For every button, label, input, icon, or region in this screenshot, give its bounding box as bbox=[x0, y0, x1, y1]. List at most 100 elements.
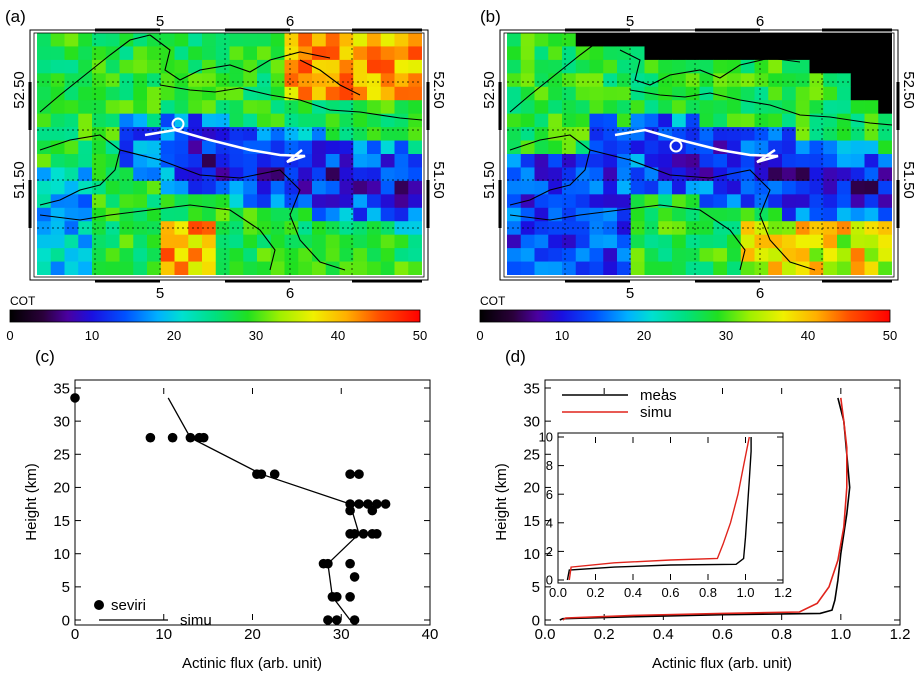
cot-cell bbox=[353, 167, 368, 182]
cot-cell bbox=[367, 59, 382, 74]
cot-cell bbox=[740, 194, 755, 209]
cot-cell bbox=[548, 248, 563, 262]
cot-cell bbox=[520, 207, 535, 222]
cot-cell bbox=[147, 73, 162, 88]
seviri-point bbox=[349, 615, 360, 625]
cot-cell bbox=[325, 46, 340, 61]
cot-cell bbox=[658, 113, 673, 128]
cot-cell bbox=[534, 194, 549, 209]
cot-cell bbox=[37, 59, 52, 74]
cot-cell bbox=[740, 207, 755, 222]
cot-cell bbox=[243, 154, 258, 168]
cot-cell bbox=[64, 33, 79, 47]
cot-cell bbox=[837, 100, 852, 115]
cot-cell bbox=[850, 167, 865, 182]
cot-cell bbox=[534, 248, 549, 262]
cot-cell bbox=[147, 221, 162, 236]
cot-cell bbox=[562, 194, 577, 209]
cot-cell bbox=[672, 59, 687, 74]
cot-cell bbox=[589, 86, 604, 101]
cot-cell bbox=[284, 113, 299, 128]
legend-c-seviri: seviri bbox=[111, 597, 146, 614]
colorbar-tick-label: 0 bbox=[6, 328, 13, 343]
cot-cell bbox=[548, 46, 563, 61]
cot-cell bbox=[768, 221, 783, 236]
cot-cell bbox=[298, 59, 313, 74]
cot-cell bbox=[630, 261, 645, 275]
cot-cell bbox=[795, 207, 810, 222]
cot-cell bbox=[408, 73, 422, 88]
cot-cell bbox=[782, 73, 797, 88]
cot-cell bbox=[534, 59, 549, 74]
cot-cell bbox=[408, 248, 422, 262]
cot-cell bbox=[823, 221, 838, 236]
cot-cell bbox=[408, 154, 422, 168]
plot-d-frame bbox=[544, 379, 901, 626]
cot-cell bbox=[727, 59, 742, 74]
cot-cell bbox=[809, 221, 824, 236]
cot-cell bbox=[92, 207, 107, 222]
cot-cell bbox=[105, 234, 120, 249]
cot-cell bbox=[603, 46, 618, 61]
cot-cell bbox=[795, 194, 810, 209]
cot-cell bbox=[562, 180, 577, 195]
cot-cell bbox=[740, 127, 755, 141]
cot-cell bbox=[284, 261, 299, 275]
cot-cell bbox=[133, 127, 148, 141]
cot-cell bbox=[339, 180, 354, 195]
cot-cell bbox=[644, 113, 659, 128]
cot-cell bbox=[672, 248, 687, 262]
cot-cell bbox=[339, 221, 354, 236]
seviri-point bbox=[323, 615, 333, 625]
cot-cell bbox=[78, 221, 93, 236]
cot-cell bbox=[507, 59, 522, 74]
cot-cell bbox=[562, 127, 577, 141]
cot-cell bbox=[298, 234, 313, 249]
cot-cell bbox=[325, 86, 340, 101]
cot-cell bbox=[353, 234, 368, 249]
cot-cell bbox=[37, 46, 52, 61]
cot-cell bbox=[243, 140, 258, 155]
cot-cell bbox=[727, 207, 742, 222]
cot-cell bbox=[64, 46, 79, 61]
cot-cell bbox=[147, 46, 162, 61]
cot-cell bbox=[92, 73, 107, 88]
cot-cell bbox=[367, 33, 382, 47]
cot-cell bbox=[257, 234, 272, 249]
cot-cell bbox=[754, 234, 769, 249]
cot-cell bbox=[575, 261, 590, 275]
cot-cell bbox=[367, 100, 382, 115]
cot-cell bbox=[589, 221, 604, 236]
cot-cell bbox=[699, 180, 714, 195]
cot-cell bbox=[312, 207, 327, 222]
cot-cell bbox=[713, 33, 728, 47]
cot-cell bbox=[353, 154, 368, 168]
cot-cell bbox=[312, 100, 327, 115]
cot-cell bbox=[562, 221, 577, 236]
cot-cell bbox=[644, 221, 659, 236]
cot-cell bbox=[768, 86, 783, 101]
cot-cell bbox=[699, 127, 714, 141]
cot-cell bbox=[520, 234, 535, 249]
cot-cell bbox=[685, 261, 700, 275]
cot-cell bbox=[727, 234, 742, 249]
cot-cell bbox=[809, 248, 824, 262]
cot-cell bbox=[339, 207, 354, 222]
cot-cell bbox=[215, 59, 230, 74]
cot-cell bbox=[325, 180, 340, 195]
cot-cell bbox=[408, 167, 422, 182]
cot-cell bbox=[548, 59, 563, 74]
cot-cell bbox=[284, 248, 299, 262]
cot-cell bbox=[312, 46, 327, 61]
cot-cell bbox=[782, 86, 797, 101]
cot-cell bbox=[298, 261, 313, 275]
cot-cell bbox=[50, 180, 65, 195]
colorbar-tick-label: 40 bbox=[331, 328, 345, 343]
cot-cell bbox=[339, 127, 354, 141]
panel-b-label: (b) bbox=[480, 7, 501, 26]
cot-cell bbox=[795, 100, 810, 115]
cot-cell bbox=[713, 46, 728, 61]
cot-cell bbox=[617, 140, 632, 155]
cot-cell bbox=[850, 127, 865, 141]
cot-cell bbox=[202, 234, 217, 249]
